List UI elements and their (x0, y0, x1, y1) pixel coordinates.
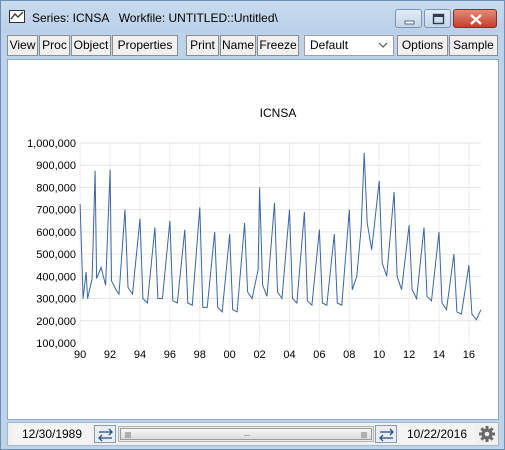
title-bar[interactable]: Series: ICNSA Workfile: UNTITLED::Untitl… (1, 1, 504, 33)
close-button[interactable] (453, 9, 497, 28)
window-title: Series: ICNSA Workfile: UNTITLED::Untitl… (32, 11, 278, 25)
y-tick-label: 800,000 (36, 182, 76, 194)
object-button[interactable]: Object (71, 35, 111, 56)
y-tick-label: 700,000 (36, 205, 76, 217)
y-tick-label: 300,000 (36, 294, 76, 306)
shift-start-button[interactable] (94, 425, 116, 443)
chart-window-icon (9, 10, 25, 23)
x-tick-label: 16 (463, 349, 475, 361)
start-date[interactable]: 12/30/1989 (12, 425, 92, 444)
chart-title: ICNSA (260, 106, 297, 120)
options-button[interactable]: Options (397, 35, 448, 56)
shift-end-button[interactable] (375, 425, 397, 443)
print-button[interactable]: Print (186, 35, 219, 56)
arrows-left-right-icon (379, 428, 394, 442)
x-tick-label: 98 (194, 349, 206, 361)
view-mode-select[interactable]: Default (304, 35, 394, 56)
sample-button[interactable]: Sample (449, 35, 498, 56)
x-axis-ticks: 90 92 94 96 98 00 02 04 06 08 10 12 14 16 (74, 349, 475, 361)
grip-icon (125, 432, 367, 438)
sample-scrollbar[interactable] (118, 426, 374, 442)
x-tick-label: 96 (164, 349, 176, 361)
sample-range-bar: 12/30/1989 (7, 422, 499, 446)
x-tick-label: 94 (134, 349, 146, 361)
x-tick-label: 10 (373, 349, 385, 361)
gear-icon (479, 426, 495, 442)
close-icon (470, 14, 482, 25)
y-tick-label: 1,000,000 (27, 138, 76, 150)
settings-button[interactable] (478, 425, 496, 443)
freeze-button[interactable]: Freeze (257, 35, 299, 56)
x-tick-label: 92 (104, 349, 116, 361)
view-mode-value: Default (310, 38, 349, 52)
proc-button[interactable]: Proc (39, 35, 70, 56)
maximize-button[interactable] (424, 9, 451, 28)
minimize-icon (404, 20, 415, 25)
view-button[interactable]: View (7, 35, 38, 56)
y-tick-label: 600,000 (36, 227, 76, 239)
maximize-icon (432, 13, 445, 25)
y-axis-ticks: 100,000 200,000 300,000 400,000 500,000 600,0… (27, 138, 76, 350)
y-tick-label: 100,000 (36, 338, 76, 350)
x-tick-label: 06 (313, 349, 325, 361)
name-button[interactable]: Name (220, 35, 256, 56)
series-line-icnsa (79, 152, 482, 321)
properties-button[interactable]: Properties (112, 35, 178, 56)
y-tick-label: 200,000 (36, 316, 76, 328)
y-tick-label: 500,000 (36, 249, 76, 261)
y-tick-label: 400,000 (36, 271, 76, 283)
x-tick-label: 08 (343, 349, 355, 361)
x-tick-label: 04 (283, 349, 295, 361)
sample-scroll-thumb[interactable] (120, 428, 372, 440)
x-tick-label: 00 (224, 349, 236, 361)
end-date[interactable]: 10/22/2016 (399, 425, 475, 444)
x-tick-label: 12 (403, 349, 415, 361)
toolbar: View Proc Object Properties Print Name F… (7, 35, 499, 57)
y-tick-label: 900,000 (36, 160, 76, 172)
chevron-down-icon (378, 42, 388, 48)
x-tick-label: 90 (74, 349, 86, 361)
graph-area[interactable]: ICNSA 100,000 200,000 300,000 400,000 500,00… (7, 59, 499, 420)
arrows-left-right-icon (98, 428, 113, 442)
icnsa-line-chart: ICNSA 100,000 200,000 300,000 400,000 500,00… (27, 106, 482, 361)
minimize-button[interactable] (395, 9, 422, 28)
x-tick-label: 14 (433, 349, 445, 361)
x-tick-label: 02 (253, 349, 265, 361)
chart-grid (79, 142, 481, 343)
